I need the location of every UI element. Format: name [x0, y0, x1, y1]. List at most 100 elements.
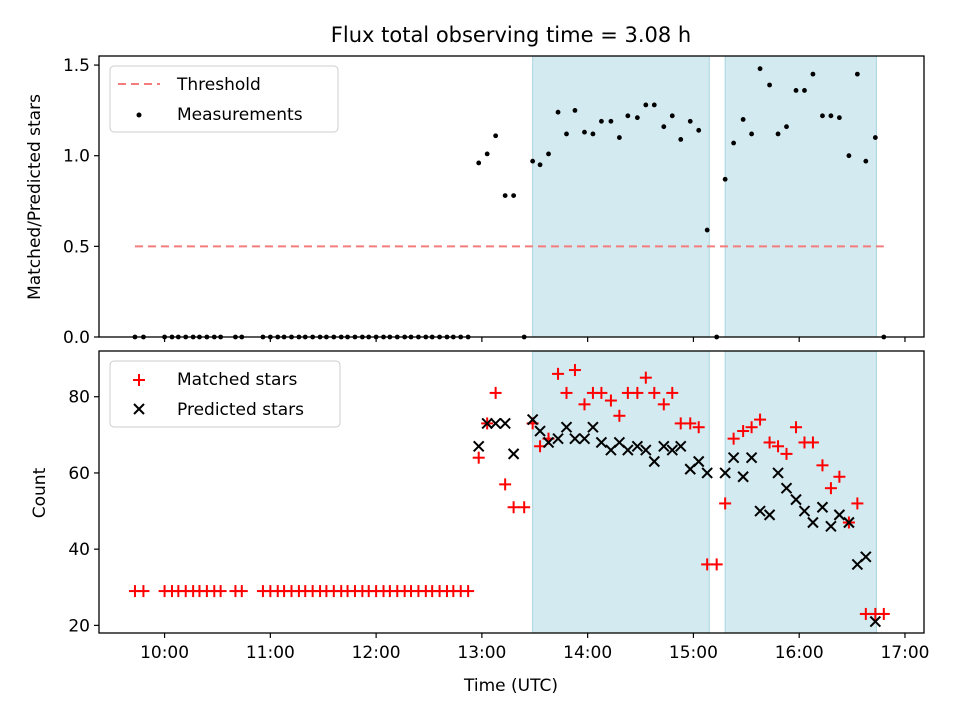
predicted-star-point — [622, 444, 634, 456]
measurement-point — [757, 66, 763, 72]
predicted-x-b — [481, 417, 493, 430]
predicted-star-point — [595, 436, 608, 449]
measurement-point — [555, 109, 561, 115]
matched-star-point — [568, 364, 581, 377]
observing-windows-top — [532, 55, 877, 338]
predicted-star-point — [833, 509, 846, 521]
matched-star-points — [128, 364, 890, 620]
predicted-x-b — [745, 451, 758, 464]
predicted-star-point — [534, 425, 546, 437]
predicted-x-b — [825, 520, 837, 533]
predicted-x-b — [807, 516, 819, 529]
bottom-legend: Matched stars Predicted stars — [109, 360, 341, 428]
measurement-point — [599, 118, 604, 124]
matched-star-point — [137, 585, 150, 598]
predicted-x-b — [737, 471, 749, 483]
predicted-star-point — [719, 467, 731, 479]
measurement-point — [661, 124, 667, 130]
measurement-point — [669, 113, 675, 119]
matched-star-point — [666, 386, 679, 399]
measurement-point — [696, 127, 702, 133]
predicted-x-b — [534, 425, 546, 437]
predicted-star-point — [745, 451, 758, 464]
predicted-x-b — [658, 440, 670, 452]
matched-star-point — [604, 394, 617, 407]
matched-star-point — [657, 398, 670, 411]
matched-star-point — [824, 482, 837, 495]
predicted-x-b — [754, 505, 766, 517]
x-tick-label: 15:00 — [669, 643, 718, 663]
predicted-star-point — [675, 440, 687, 452]
top-axes-frame — [98, 55, 925, 338]
predicted-x-b — [798, 505, 811, 517]
top-y-axis-label: Matched/Predicted stars — [25, 94, 45, 300]
y-tick-label: 60 — [68, 464, 90, 484]
legend-matched-swatch — [133, 374, 145, 386]
measurement-point — [722, 176, 728, 182]
predicted-x-b — [790, 493, 802, 506]
matched-star-point — [595, 386, 608, 399]
matched-star-point — [745, 421, 758, 434]
x-axis-label: Time (UTC) — [463, 676, 558, 696]
predicted-star-point — [790, 493, 802, 506]
matched-star-point — [613, 409, 626, 422]
predicted-x-b — [640, 444, 652, 456]
measurement-point — [572, 107, 578, 113]
predicted-star-points — [473, 413, 882, 628]
measurement-point — [820, 113, 825, 119]
y-tick-label: 20 — [68, 616, 90, 636]
bottom-legend-box — [109, 360, 341, 428]
predicted-x-b — [780, 482, 793, 494]
predicted-x-b — [816, 501, 829, 513]
predicted-star-point — [640, 444, 652, 456]
measurement-point — [546, 151, 551, 157]
predicted-x-b — [489, 417, 502, 430]
predicted-x-b — [613, 436, 626, 449]
predicted-star-point — [507, 448, 520, 460]
bottom-x-ticks: 10:00 11:00 12:00 13:00 14:00 15:00 16:00 17:00 — [140, 633, 929, 663]
predicted-star-point — [737, 471, 749, 483]
measurement-point — [846, 153, 852, 159]
predicted-x-b — [507, 448, 520, 460]
matched-star-point — [648, 386, 661, 399]
predicted-x-b — [631, 440, 644, 452]
matched-star-point — [631, 386, 644, 399]
predicted-x-b — [843, 516, 855, 529]
observing-windows-bottom — [532, 350, 877, 634]
predicted-star-point — [552, 432, 564, 445]
predicted-star-point — [754, 505, 766, 517]
measurement-point — [537, 162, 543, 168]
matched-star-point — [833, 470, 846, 483]
x-tick-label: 14:00 — [563, 643, 612, 663]
matched-star-point — [851, 497, 864, 510]
predicted-star-point — [666, 444, 678, 456]
x-tick-label: 10:00 — [140, 643, 189, 663]
bottom-axes-frame — [98, 350, 925, 634]
predicted-x-b — [499, 417, 511, 430]
legend-measurements-swatch — [136, 112, 142, 118]
predicted-star-point — [816, 501, 829, 513]
matched-star-point — [578, 398, 591, 411]
matched-star-point — [499, 478, 512, 491]
predicted-x-b — [675, 440, 687, 452]
predicted-star-point — [542, 436, 555, 449]
predicted-star-point — [489, 417, 502, 430]
measurement-point — [767, 82, 772, 88]
measurement-point — [793, 88, 799, 93]
predicted-star-point — [569, 432, 581, 445]
matched-star-point — [560, 386, 573, 399]
matched-star-point — [462, 585, 475, 598]
matched-star-point — [727, 432, 740, 445]
matched-star-point — [214, 585, 227, 598]
observing-window-0 — [532, 350, 710, 634]
measurement-point — [810, 71, 816, 77]
x-tick-label: 17:00 — [880, 643, 929, 663]
measurement-point — [872, 135, 878, 140]
measurement-point — [651, 102, 657, 108]
predicted-star-point — [693, 455, 705, 468]
measurement-point — [828, 113, 834, 119]
predicted-x-b — [701, 467, 713, 479]
measurement-point — [836, 115, 842, 121]
predicted-x-b — [569, 432, 581, 445]
matched-star-point — [692, 421, 705, 434]
